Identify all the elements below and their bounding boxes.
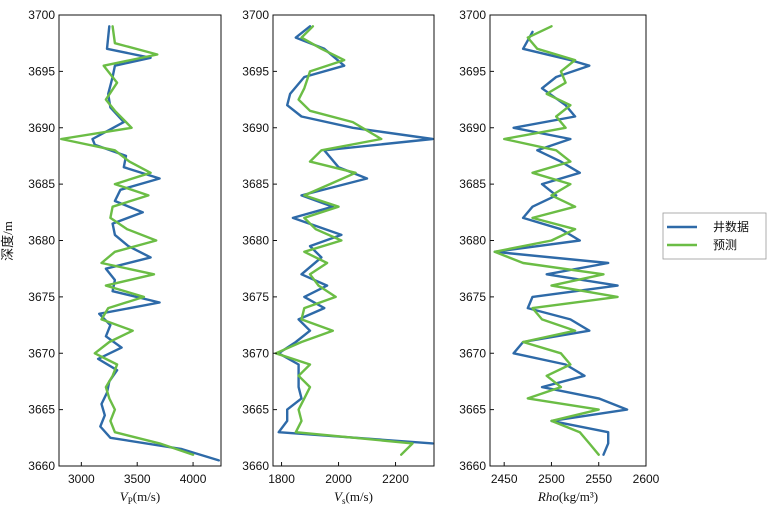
x-tick-label: 1800 bbox=[268, 472, 295, 486]
y-tick-label: 3685 bbox=[459, 177, 486, 191]
y-tick-label: 3685 bbox=[242, 177, 269, 191]
y-tick-label: 3680 bbox=[28, 234, 55, 248]
y-tick-label: 3680 bbox=[242, 234, 269, 248]
y-tick-label: 3690 bbox=[28, 121, 55, 135]
y-tick-label: 3665 bbox=[459, 403, 486, 417]
y-tick-label: 3700 bbox=[28, 8, 55, 22]
panels: 3660 3665 3670 3675 3680 3685 3690 3695 3700 3000… bbox=[28, 8, 659, 506]
y-tick-label: 3695 bbox=[28, 64, 55, 78]
x-axis-label-unit: (kg/m³) bbox=[559, 489, 598, 504]
x-axis-label-unit: (m/s) bbox=[133, 489, 160, 504]
y-tick-label: 3700 bbox=[459, 8, 486, 22]
y-tick-label: 3690 bbox=[459, 121, 486, 135]
y-tick-label: 3695 bbox=[242, 64, 269, 78]
y-tick-label: 3685 bbox=[28, 177, 55, 191]
y-tick-label: 3670 bbox=[28, 346, 55, 360]
y-tick-label: 3675 bbox=[28, 290, 55, 304]
series-line-pred bbox=[60, 25, 195, 456]
x-axis-label-main: Rho bbox=[537, 489, 559, 504]
x-axis-label-main: V bbox=[120, 489, 130, 504]
panel-3: 3660 3665 3670 3675 3680 3685 3690 3695 3700 2450… bbox=[459, 8, 659, 504]
x-tick-label: 2600 bbox=[633, 472, 660, 486]
y-tick-label: 3660 bbox=[459, 459, 486, 473]
x-tick-label: 3500 bbox=[124, 472, 151, 486]
x-tick-label: 2500 bbox=[538, 472, 565, 486]
x-axis-label-sub: s bbox=[342, 496, 346, 506]
x-axis-label-sub: P bbox=[128, 496, 133, 506]
y-tick-label: 3675 bbox=[459, 290, 486, 304]
y-tick-label: 3695 bbox=[459, 64, 486, 78]
legend-frame bbox=[662, 212, 767, 260]
panel-2: 3660 3665 3670 3675 3680 3685 3690 3695 3700 1800… bbox=[242, 8, 435, 506]
y-tick-label: 3660 bbox=[28, 459, 55, 473]
y-tick-label: 3670 bbox=[459, 346, 486, 360]
x-tick-label: 2450 bbox=[491, 472, 518, 486]
y-tick-label: 3680 bbox=[459, 234, 486, 248]
x-axis-label-unit: (m/s) bbox=[346, 489, 373, 504]
plot-frame bbox=[272, 14, 435, 467]
x-tick-label: 3000 bbox=[68, 472, 95, 486]
series-line-well bbox=[493, 30, 629, 456]
y-axis-label: 深度/m bbox=[0, 221, 15, 261]
x-axis-label-main: V bbox=[334, 489, 344, 504]
x-tick-label: 2550 bbox=[585, 472, 612, 486]
plot-frame bbox=[489, 14, 647, 467]
series-line-well bbox=[277, 25, 434, 445]
x-tick-label: 4000 bbox=[180, 472, 207, 486]
series-line-pred bbox=[493, 25, 619, 456]
y-tick-label: 3665 bbox=[242, 403, 269, 417]
y-tick-label: 3700 bbox=[242, 8, 269, 22]
legend-label-pred: 预测 bbox=[713, 238, 737, 252]
x-axis-label: Rho(kg/m³) bbox=[537, 489, 598, 504]
y-tick-label: 3675 bbox=[242, 290, 269, 304]
y-tick-label: 3690 bbox=[242, 121, 269, 135]
legend-label-well: 井数据 bbox=[713, 219, 749, 234]
x-tick-label: 2000 bbox=[325, 472, 352, 486]
panel-1: 3660 3665 3670 3675 3680 3685 3690 3695 3700 3000… bbox=[28, 8, 222, 506]
legend: 井数据 预测 bbox=[662, 212, 767, 260]
y-tick-label: 3665 bbox=[28, 403, 55, 417]
plot-frame bbox=[58, 14, 222, 467]
x-axis-label: VP(m/s) bbox=[120, 489, 160, 506]
y-tick-label: 3660 bbox=[242, 459, 269, 473]
x-axis-label: Vs(m/s) bbox=[334, 489, 373, 506]
x-tick-label: 2200 bbox=[382, 472, 409, 486]
y-tick-label: 3670 bbox=[242, 346, 269, 360]
series-line-pred bbox=[274, 25, 414, 456]
